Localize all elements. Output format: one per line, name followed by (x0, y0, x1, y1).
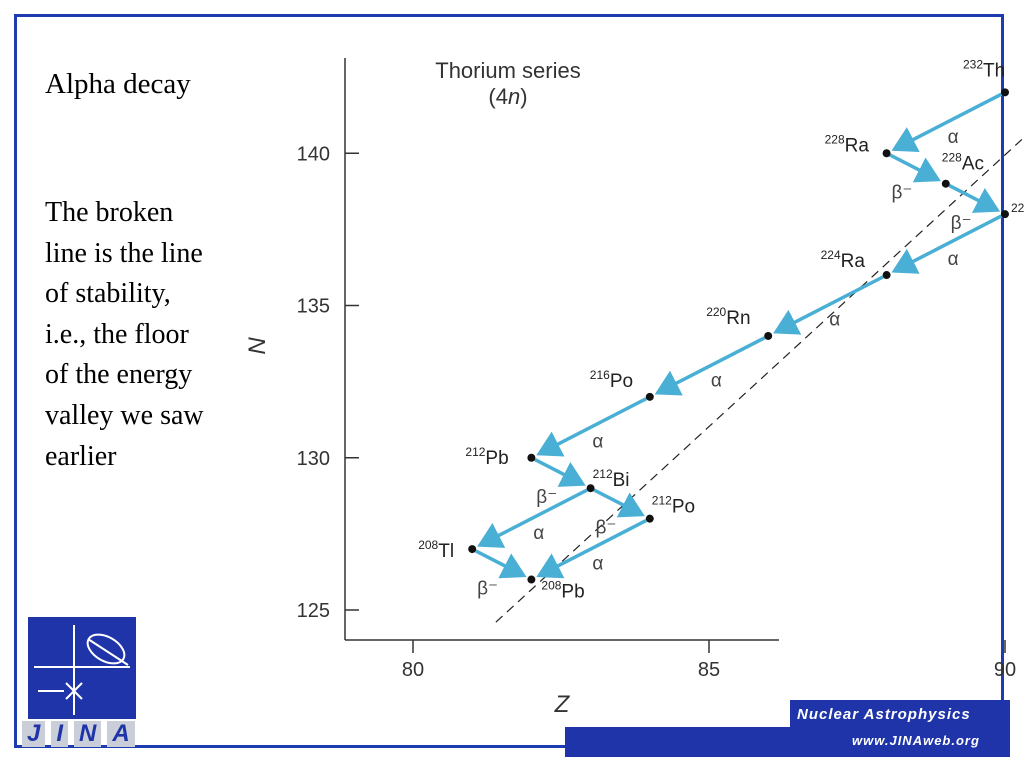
x-axis-label: Z (554, 691, 571, 718)
y-tick-label: 125 (297, 600, 330, 622)
nuclide-point (1001, 210, 1009, 219)
decay-mode-label: α (533, 523, 544, 544)
decay-mode-label: β⁻ (891, 182, 912, 203)
nuclide-label: 228Th (1011, 201, 1024, 225)
decay-mode-label: β⁻ (477, 578, 498, 599)
nuclide-point (468, 545, 477, 554)
nuclide-label: 216Po (590, 368, 633, 392)
chart-title: Thorium series (435, 58, 580, 83)
nuclide-label: 208Tl (418, 538, 454, 562)
decay-mode-label: α (948, 127, 959, 148)
logo-letter: I (51, 721, 69, 747)
slide-title: Alpha decay (45, 68, 191, 100)
nuclide-label: 224Ra (821, 248, 866, 272)
y-tick-label: 130 (297, 448, 330, 470)
jina-wordmark: J I N A (22, 721, 135, 747)
banner-bar-bottom (565, 727, 1010, 757)
nuclide-label: 228Ra (825, 132, 870, 156)
nuclide-point (764, 331, 773, 340)
nuclide-label: 212Pb (465, 445, 508, 469)
decay-mode-label: β⁻ (951, 213, 972, 234)
decay-arrow (889, 153, 941, 183)
decay-arrow (773, 275, 884, 335)
x-tick-label: 80 (402, 659, 424, 681)
logo-letter: N (74, 721, 102, 747)
banner-title: Nuclear Astrophysics (797, 706, 971, 723)
decay-arrow (536, 518, 648, 579)
decay-arrow (477, 488, 588, 548)
jina-logo-graphic (34, 625, 130, 715)
x-tick-label: 85 (698, 659, 720, 681)
nuclide-point (941, 179, 950, 188)
decay-arrow (654, 336, 766, 396)
slide-frame (14, 14, 1004, 748)
nuclide-point (527, 575, 536, 584)
y-axis-label: N (244, 337, 271, 355)
nuclide-point (527, 453, 536, 462)
logo-letter: J (22, 721, 46, 747)
nuclide-point (586, 484, 595, 493)
logo-letter: A (107, 721, 135, 747)
nuclide-label: 212Po (652, 494, 695, 518)
x-tick-label: 90 (994, 659, 1016, 681)
stability-line (495, 136, 1024, 623)
decay-mode-label: α (829, 310, 840, 331)
nuclide-label: 232Th (963, 57, 1005, 81)
decay-arrow (891, 214, 1003, 274)
banner-bar-top (790, 700, 1010, 728)
decay-arrow (536, 397, 648, 457)
chart-subtitle: (4n) (488, 84, 527, 109)
jina-logo (28, 617, 136, 719)
decay-arrow (948, 183, 1001, 213)
decay-arrow (593, 488, 645, 518)
decay-mode-label: α (711, 371, 722, 392)
nuclide-label: 212Bi (593, 467, 630, 491)
decay-mode-label: α (948, 249, 959, 270)
nuclide-label: 208Pb (541, 579, 584, 603)
decay-arrow (534, 458, 586, 487)
nuclide-point (645, 392, 654, 401)
nuclide-point (645, 514, 654, 523)
decay-mode-label: α (592, 553, 603, 574)
decay-arrow (474, 549, 527, 579)
y-tick-label: 140 (297, 143, 330, 165)
decay-arrow (891, 92, 1003, 152)
slide-body-text: The broken line is the line of stability… (45, 197, 204, 472)
nuclide-point (882, 271, 891, 280)
decay-mode-label: β⁻ (536, 487, 557, 508)
y-tick-label: 135 (297, 296, 330, 318)
banner-url: www.JINAweb.org (852, 733, 980, 748)
nuclide-point (882, 149, 891, 158)
decay-mode-label: α (592, 432, 603, 453)
nuclide-point (1001, 88, 1009, 97)
decay-mode-label: β⁻ (595, 517, 616, 538)
nuclide-label: 220Rn (706, 305, 750, 329)
nuclide-label: 228Ac (942, 151, 984, 175)
